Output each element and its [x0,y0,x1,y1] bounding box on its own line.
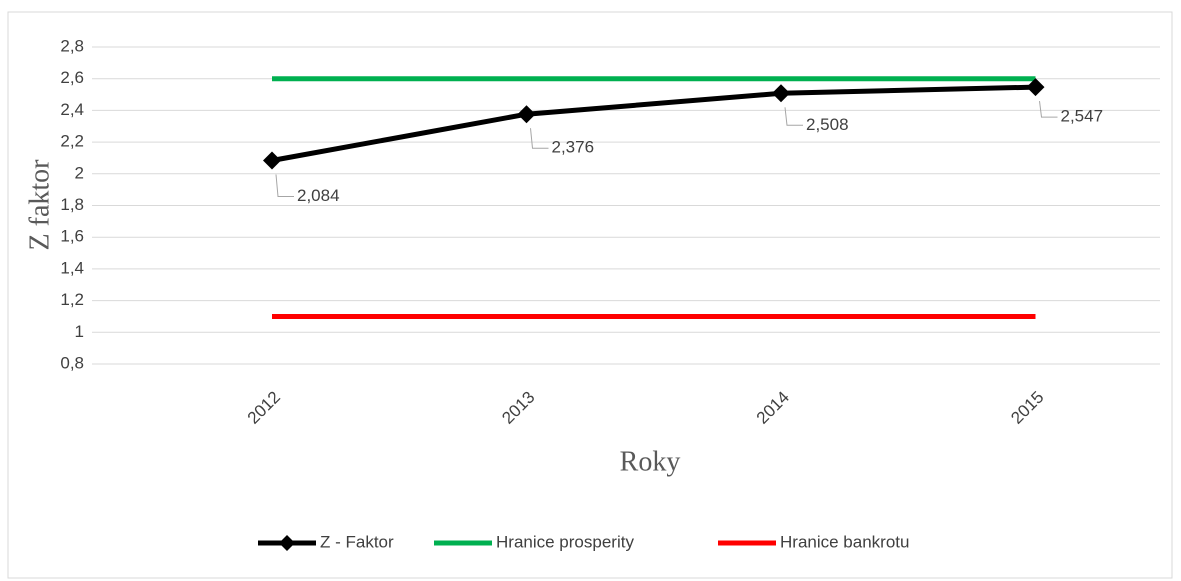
legend-marker [279,535,295,551]
x-axis-label: Roky [620,446,681,477]
y-tick-label: 2,4 [60,100,84,119]
y-tick-label: 2,6 [60,68,84,87]
y-tick-label: 2,2 [60,132,84,151]
y-tick-label: 1,2 [60,290,84,309]
leader-line [1039,101,1058,118]
data-label: 2,547 [1061,107,1104,126]
y-tick-label: 0,8 [60,353,84,372]
legend-label: Hranice bankrotu [780,532,909,551]
chart-border [7,11,1173,579]
leader-line [275,174,294,197]
y-tick-label: 2,8 [60,36,84,55]
marker [517,105,536,124]
y-axis-label: Z faktor [24,159,55,251]
series-line [271,84,1036,163]
legend-label: Z - Faktor [320,532,394,551]
y-tick-label: 1,8 [60,195,84,214]
marker [1026,78,1045,97]
y-tick-label: 1,6 [60,227,84,246]
y-tick-label: 1,4 [60,258,84,277]
leader-line [784,107,803,126]
y-tick-label: 1 [75,322,84,341]
data-label: 2,376 [552,138,595,157]
legend-label: Hranice prosperity [496,532,634,551]
data-label: 2,508 [806,115,849,134]
data-label: 2,084 [297,186,340,205]
marker [772,84,790,103]
leader-line [530,128,549,149]
marker [263,151,281,170]
y-tick-label: 2 [75,163,84,182]
